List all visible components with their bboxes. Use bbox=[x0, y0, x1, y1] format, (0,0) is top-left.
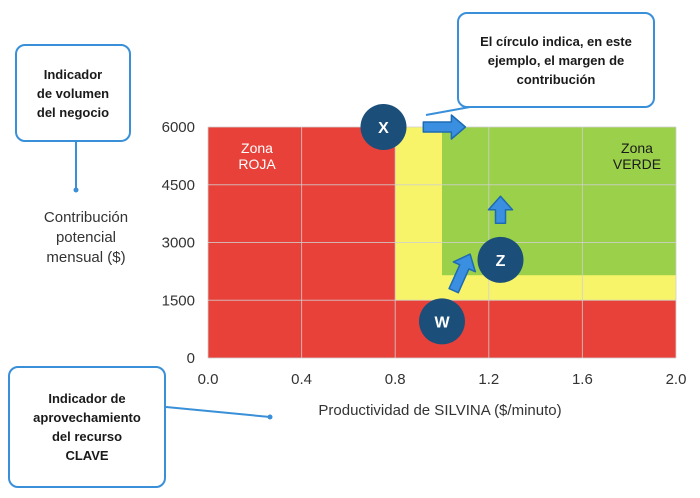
y-axis-label-line: Contribución bbox=[43, 209, 129, 226]
callout-line: Indicador de bbox=[48, 391, 126, 406]
callout-line: contribución bbox=[516, 71, 596, 87]
callout-line: del recurso bbox=[51, 429, 123, 444]
zone-verde-label-line: Zona bbox=[621, 140, 653, 156]
x-tick-label: 1.2 bbox=[478, 371, 499, 388]
point-w-label: W bbox=[434, 314, 450, 331]
zone-roja-label-line: Zona bbox=[241, 140, 273, 156]
callout-connector-dot bbox=[267, 414, 273, 420]
point-z-marker bbox=[477, 236, 524, 283]
callout-volume-indicator: Indicador de volumen del negocio bbox=[15, 44, 131, 142]
arrow-w bbox=[448, 253, 477, 294]
callout-connector-dot bbox=[73, 187, 79, 193]
y-tick-label: 3000 bbox=[162, 235, 195, 252]
callout-line: El círculo indica, en este bbox=[480, 33, 632, 49]
callout-clave-indicator: Indicador de aprovechamiento del recurso… bbox=[8, 366, 166, 488]
callout-connector bbox=[165, 406, 271, 418]
zone-verde-label-line: VERDE bbox=[612, 156, 662, 172]
callout-line: de volumen bbox=[36, 85, 110, 101]
callout-line: ejemplo, el margen de bbox=[487, 52, 625, 68]
y-axis-label: Contribución potencial mensual ($) bbox=[20, 208, 152, 268]
y-tick-label: 6000 bbox=[162, 119, 195, 136]
arrow-z bbox=[487, 195, 514, 225]
callout-line: del negocio bbox=[36, 104, 110, 120]
callout-connector bbox=[425, 106, 471, 116]
point-w-marker bbox=[419, 298, 465, 345]
x-tick-label: 0.4 bbox=[291, 371, 312, 388]
x-tick-label: 0.8 bbox=[385, 371, 406, 388]
x-axis-label: Productividad de SILVINA ($/minuto) bbox=[318, 402, 562, 419]
x-tick-label: 1.6 bbox=[572, 371, 593, 388]
y-tick-label: 1500 bbox=[162, 292, 195, 309]
point-x-marker bbox=[360, 104, 407, 150]
callout-line: CLAVE bbox=[65, 448, 109, 463]
y-axis-label-line: potencial bbox=[55, 229, 117, 246]
x-tick-label: 2.0 bbox=[666, 371, 687, 388]
zone-roja-label: Zona ROJA bbox=[222, 140, 292, 172]
zone-verde-label: Zona VERDE bbox=[597, 140, 677, 172]
y-axis-label-line: mensual ($) bbox=[46, 249, 126, 266]
zone-roja-label-line: ROJA bbox=[238, 156, 276, 172]
x-tick-label: 0.0 bbox=[198, 371, 219, 388]
arrow-x bbox=[422, 114, 467, 140]
y-tick-label: 4500 bbox=[162, 177, 195, 194]
point-z-label: Z bbox=[496, 253, 506, 270]
callout-line: aprovechamiento bbox=[33, 410, 141, 425]
callout-line: Indicador bbox=[43, 66, 103, 82]
y-tick-label: 0 bbox=[187, 350, 195, 367]
callout-circle-explanation: El círculo indica, en este ejemplo, el m… bbox=[457, 12, 655, 108]
point-x-label: X bbox=[378, 120, 389, 137]
